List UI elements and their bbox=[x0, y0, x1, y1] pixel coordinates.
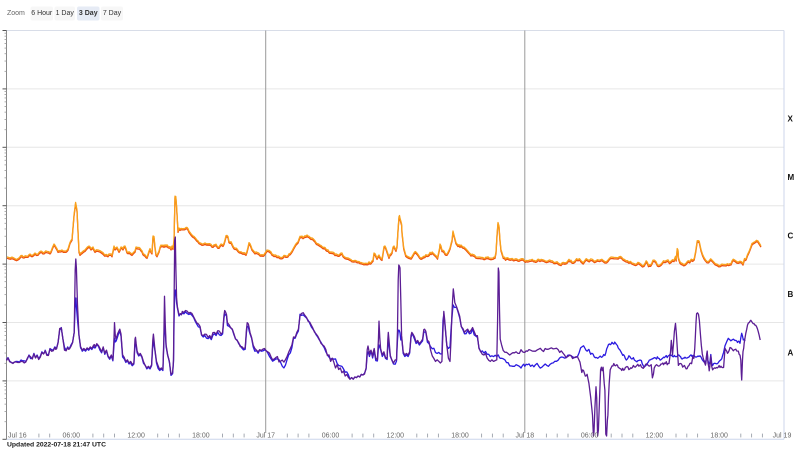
svg-text:Zoom: Zoom bbox=[7, 10, 25, 17]
svg-text:Jul 19: Jul 19 bbox=[773, 433, 792, 440]
svg-text:7 Day: 7 Day bbox=[103, 10, 122, 17]
svg-text:06:00: 06:00 bbox=[322, 433, 340, 440]
svg-text:A: A bbox=[788, 348, 794, 357]
svg-text:18:00: 18:00 bbox=[710, 433, 728, 440]
svg-text:Jul 16: Jul 16 bbox=[8, 433, 27, 440]
svg-text:Updated 2022-07-18 21:47 UTC: Updated 2022-07-18 21:47 UTC bbox=[7, 442, 106, 449]
svg-text:18:00: 18:00 bbox=[192, 433, 210, 440]
svg-text:Jul 18: Jul 18 bbox=[515, 433, 534, 440]
svg-text:3 Day: 3 Day bbox=[79, 10, 98, 17]
svg-text:B: B bbox=[788, 290, 794, 299]
svg-text:12:00: 12:00 bbox=[127, 433, 145, 440]
svg-text:06:00: 06:00 bbox=[581, 433, 599, 440]
svg-text:12:00: 12:00 bbox=[387, 433, 405, 440]
svg-text:06:00: 06:00 bbox=[63, 433, 81, 440]
svg-text:12:00: 12:00 bbox=[646, 433, 664, 440]
svg-text:1 Day: 1 Day bbox=[56, 10, 75, 17]
svg-text:X: X bbox=[788, 115, 794, 124]
svg-text:Jul 17: Jul 17 bbox=[256, 433, 275, 440]
svg-text:6 Hour: 6 Hour bbox=[31, 10, 53, 17]
svg-text:18:00: 18:00 bbox=[451, 433, 469, 440]
svg-text:M: M bbox=[788, 173, 795, 182]
svg-text:C: C bbox=[788, 232, 794, 241]
